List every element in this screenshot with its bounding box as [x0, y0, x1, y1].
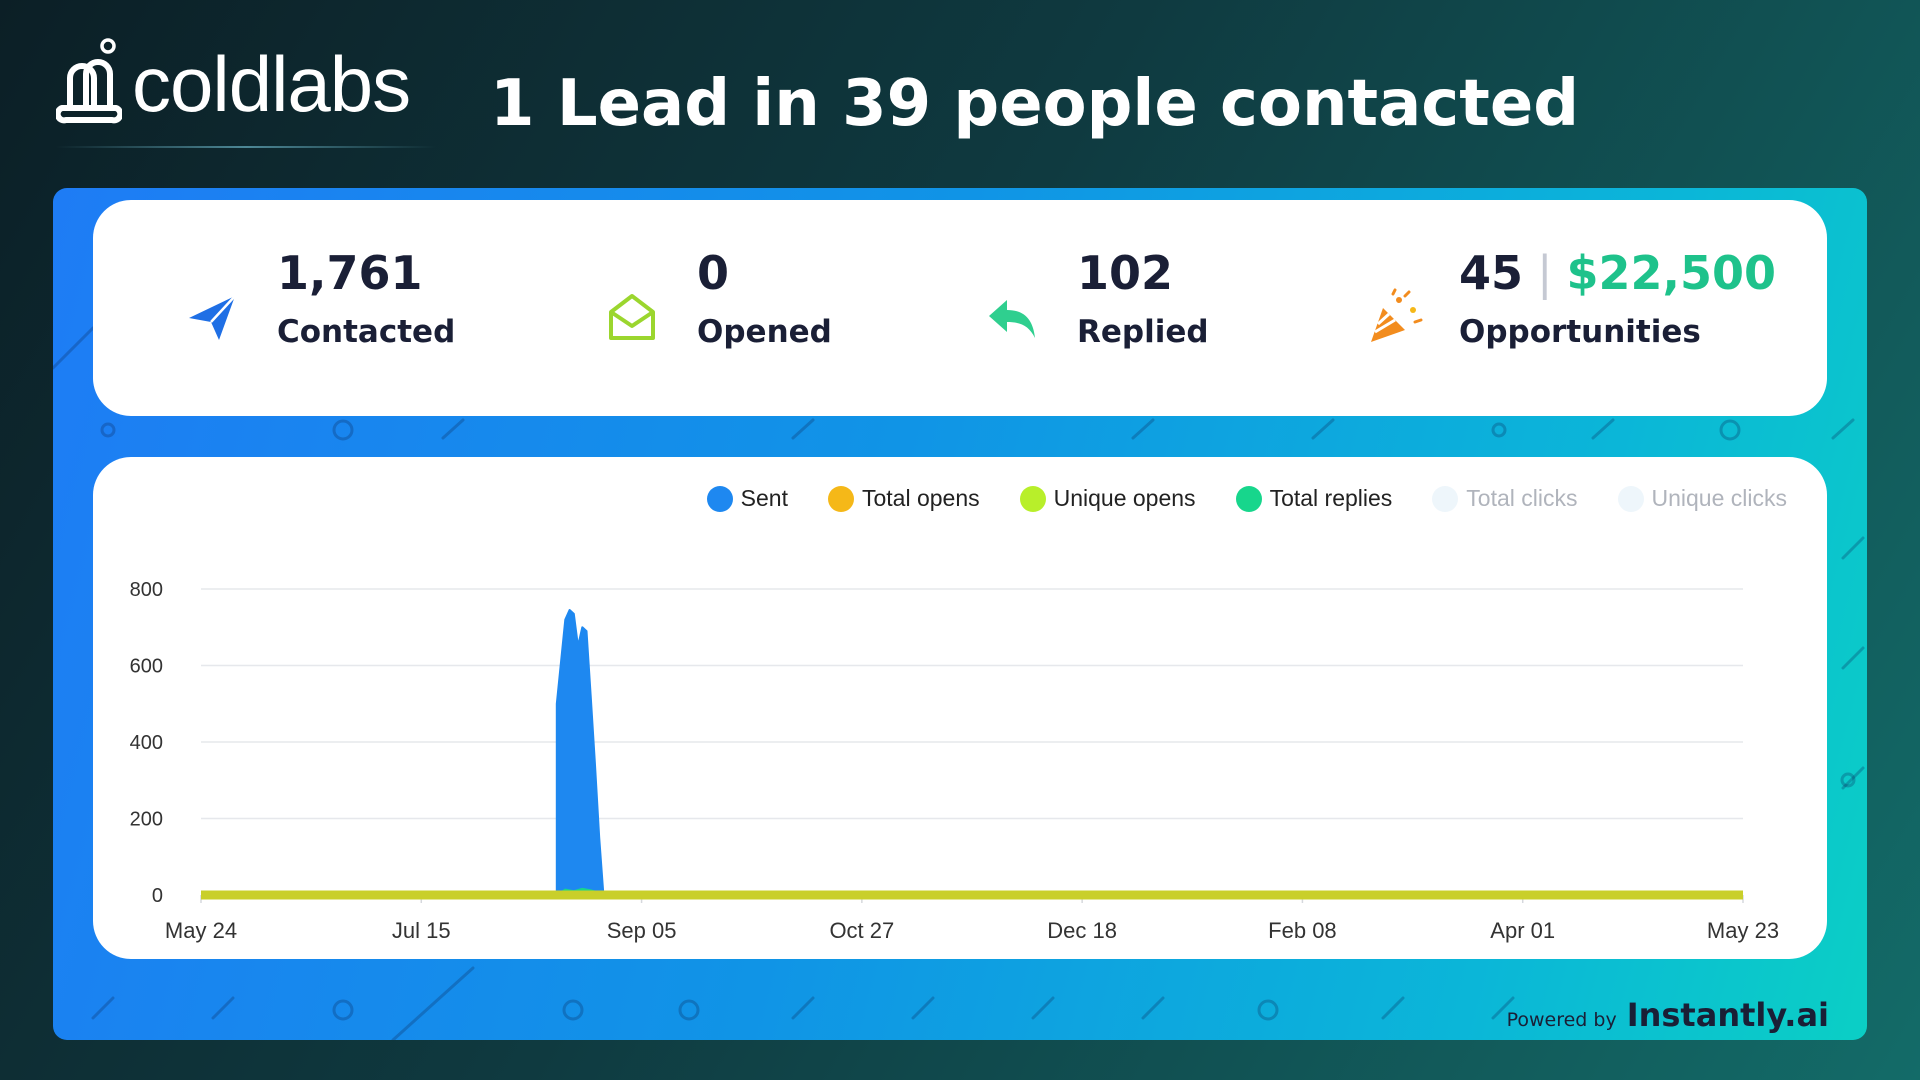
y-tick-label: 800 [130, 579, 163, 601]
stat-label: Opened [697, 314, 832, 350]
y-tick-label: 400 [130, 732, 163, 754]
stat-opportunities: 45 | $22,500 Opportunities [1365, 250, 1776, 350]
chart-legend: Sent Total opens Unique opens Total repl… [706, 485, 1788, 512]
legend-swatch [827, 485, 854, 512]
legend-swatch [1432, 485, 1459, 512]
legend-label: Unique opens [1053, 485, 1196, 511]
y-tick-label: 0 [152, 885, 163, 907]
opportunities-value: $22,500 [1566, 246, 1777, 300]
coldlabs-logo-icon [56, 38, 122, 124]
legend-item-total-replies[interactable]: Total replies [1235, 485, 1393, 512]
legend-label: Total opens [861, 485, 980, 511]
legend-label: Sent [740, 485, 788, 511]
opportunities-count: 45 [1459, 246, 1524, 300]
dashboard-panel: 1,761 Contacted 0 Opened 102 Replied [53, 188, 1867, 1040]
x-tick-label: Sep 05 [607, 918, 677, 943]
stat-contacted: 1,761 Contacted [183, 250, 455, 350]
value-separator: | [1537, 246, 1553, 300]
legend-label: Unique clicks [1651, 485, 1788, 511]
brand-logo: coldlabs [56, 38, 411, 130]
envelope-open-icon [609, 294, 655, 340]
stat-label: Opportunities [1459, 314, 1701, 350]
stat-opened: 0 Opened [603, 250, 832, 350]
y-tick-label: 200 [130, 809, 163, 831]
reply-arrow-icon [989, 300, 1035, 338]
legend-swatch [1617, 485, 1644, 512]
stat-value: 45 | $22,500 [1459, 250, 1776, 296]
legend-swatch [1235, 485, 1262, 512]
powered-label: Powered by [1506, 1009, 1617, 1031]
legend-item-unique-clicks[interactable]: Unique clicks [1617, 485, 1788, 512]
legend-label: Total clicks [1466, 485, 1578, 511]
stat-replied: 102 Replied [983, 250, 1209, 350]
page-headline: 1 Lead in 39 people contacted [490, 67, 1580, 141]
x-tick-label: Oct 27 [829, 918, 894, 943]
activity-chart: 0 200 400 600 800 May 24 Jul 15 Sep 05 Oct 27 Dec… [130, 579, 1779, 943]
x-tick-label: Dec 18 [1047, 918, 1117, 943]
x-tick-label: Jul 15 [392, 918, 451, 943]
stat-value: 0 [697, 246, 730, 300]
chart-card: Sent Total opens Unique opens Total repl… [93, 457, 1827, 959]
paper-plane-icon [189, 295, 236, 340]
stat-value: 102 [1077, 246, 1174, 300]
stat-value: 1,761 [277, 246, 423, 300]
brand-divider [56, 146, 436, 148]
brand-name: coldlabs [132, 40, 411, 128]
party-popper-icon [1371, 288, 1423, 342]
legend-item-sent[interactable]: Sent [706, 485, 788, 512]
x-tick-label: Feb 08 [1268, 918, 1337, 943]
background-pattern [53, 326, 1865, 1040]
stats-card: 1,761 Contacted 0 Opened 102 Replied [93, 200, 1827, 416]
legend-label: Total replies [1269, 485, 1393, 511]
legend-swatch [1019, 485, 1046, 512]
legend-item-total-clicks[interactable]: Total clicks [1432, 485, 1578, 512]
stat-label: Replied [1077, 314, 1209, 350]
x-tick-label: May 24 [165, 918, 237, 943]
series-sent [555, 609, 605, 896]
powered-brand: Instantly.ai [1626, 996, 1829, 1034]
legend-swatch [706, 485, 733, 512]
legend-item-unique-opens[interactable]: Unique opens [1019, 485, 1196, 512]
powered-by: Powered by Instantly.ai [1507, 996, 1829, 1034]
x-tick-label: May 23 [1707, 918, 1779, 943]
stat-label: Contacted [277, 314, 456, 350]
y-tick-label: 600 [130, 656, 163, 678]
x-tick-label: Apr 01 [1490, 918, 1555, 943]
legend-item-total-opens[interactable]: Total opens [827, 485, 980, 512]
